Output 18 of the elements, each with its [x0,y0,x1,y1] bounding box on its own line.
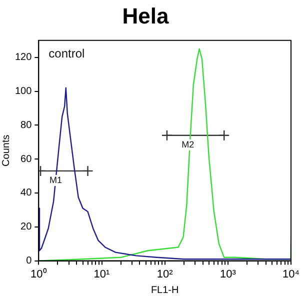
y-tick-label: 40 [20,188,32,199]
x-tick-label: 10² [156,268,174,280]
x-tick-label: 10⁴ [282,268,300,280]
x-tick-label: 10³ [220,268,236,280]
y-tick-label: 100 [14,86,32,98]
x-axis-title: FL1-H [150,284,179,296]
chart-title: Hela [122,3,170,28]
y-axis-title: Counts [0,134,12,166]
y-tick-label: 120 [14,52,32,64]
annotation: M1 [50,174,62,185]
y-tick-label: 0 [26,256,32,267]
x-tick-label: 10¹ [94,268,110,280]
annotation: M2 [182,139,194,150]
y-tick-label: 80 [20,120,32,131]
annotation: control [48,46,85,61]
x-tick-label: 10⁰ [30,267,47,280]
y-tick-label: 20 [20,222,32,233]
y-tick-label: 60 [20,154,32,165]
